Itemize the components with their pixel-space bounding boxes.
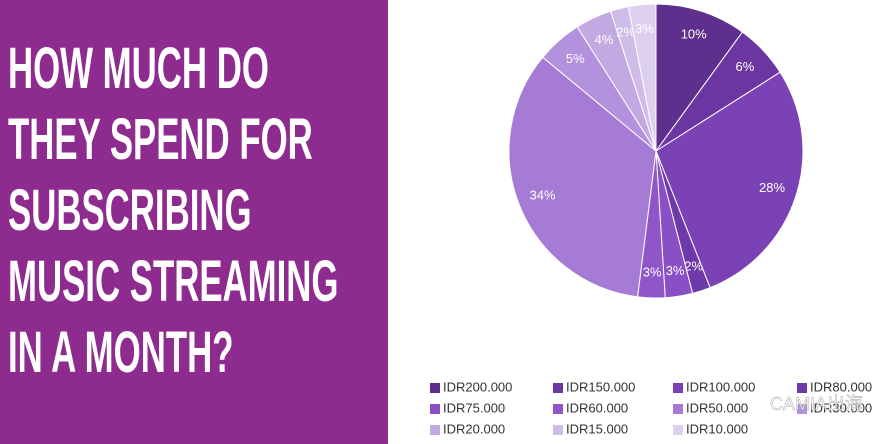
legend-swatch — [553, 383, 563, 393]
slice-label: 4% — [595, 32, 614, 47]
legend-swatch — [430, 404, 440, 414]
legend-swatch — [673, 404, 683, 414]
pie: 10%6%28%2%3%3%34%5%4%2% 3% — [508, 3, 804, 299]
pie-slice — [655, 71, 804, 289]
title: HOW MUCH DO THEY SPEND FOR SUBSCRIBING MUSI… — [8, 37, 338, 385]
legend-swatch — [553, 404, 563, 414]
slice-label: 5% — [566, 51, 585, 66]
slice-label: 3% — [643, 264, 662, 279]
title-panel — [0, 0, 388, 444]
pie-slice — [655, 3, 744, 153]
title-line: MUSIC STREAMING — [8, 250, 338, 314]
slice-label: 2% — [616, 24, 635, 39]
legend-label: IDR100.000 — [686, 379, 755, 394]
title-line: SUBSCRIBING — [8, 179, 252, 243]
slice-label: 3% — [666, 263, 685, 278]
legend-label: IDR20.000 — [443, 421, 505, 436]
legend-label: IDR150.000 — [566, 379, 635, 394]
legend-label: IDR80.000 — [810, 379, 872, 394]
slice-label: 2% — [684, 258, 703, 273]
legend-swatch — [797, 383, 807, 393]
slice-label: 6% — [736, 59, 755, 74]
legend-swatch — [430, 383, 440, 393]
title-line: IN A MONTH? — [8, 321, 233, 385]
legend-swatch — [553, 425, 563, 435]
pie-slice — [627, 3, 657, 152]
title-line: HOW MUCH DO — [8, 37, 269, 101]
legend-label: IDR10.000 — [686, 421, 748, 436]
legend-swatch — [673, 383, 683, 393]
legend: IDR200.000 IDR150.000 IDR100.000 IDR80.000 I… — [430, 379, 872, 436]
legend-label: IDR50.000 — [686, 400, 748, 415]
watermark: CAMIA出海 — [770, 394, 863, 414]
slice-label: 34% — [530, 187, 556, 202]
slice-label: 3% — [635, 21, 654, 36]
slice-label: 28% — [759, 180, 785, 195]
pie-slice — [508, 56, 657, 298]
legend-swatch — [430, 425, 440, 435]
slice-label: 10% — [681, 26, 707, 41]
title-line: THEY SPEND FOR — [8, 108, 313, 172]
legend-swatch — [673, 425, 683, 435]
legend-label: IDR30.000 — [810, 400, 872, 415]
legend-label: IDR75.000 — [443, 400, 505, 415]
legend-label: IDR15.000 — [566, 421, 628, 436]
legend-label: IDR60.000 — [566, 400, 628, 415]
legend-swatch — [797, 404, 807, 414]
legend-label: IDR200.000 — [443, 379, 512, 394]
